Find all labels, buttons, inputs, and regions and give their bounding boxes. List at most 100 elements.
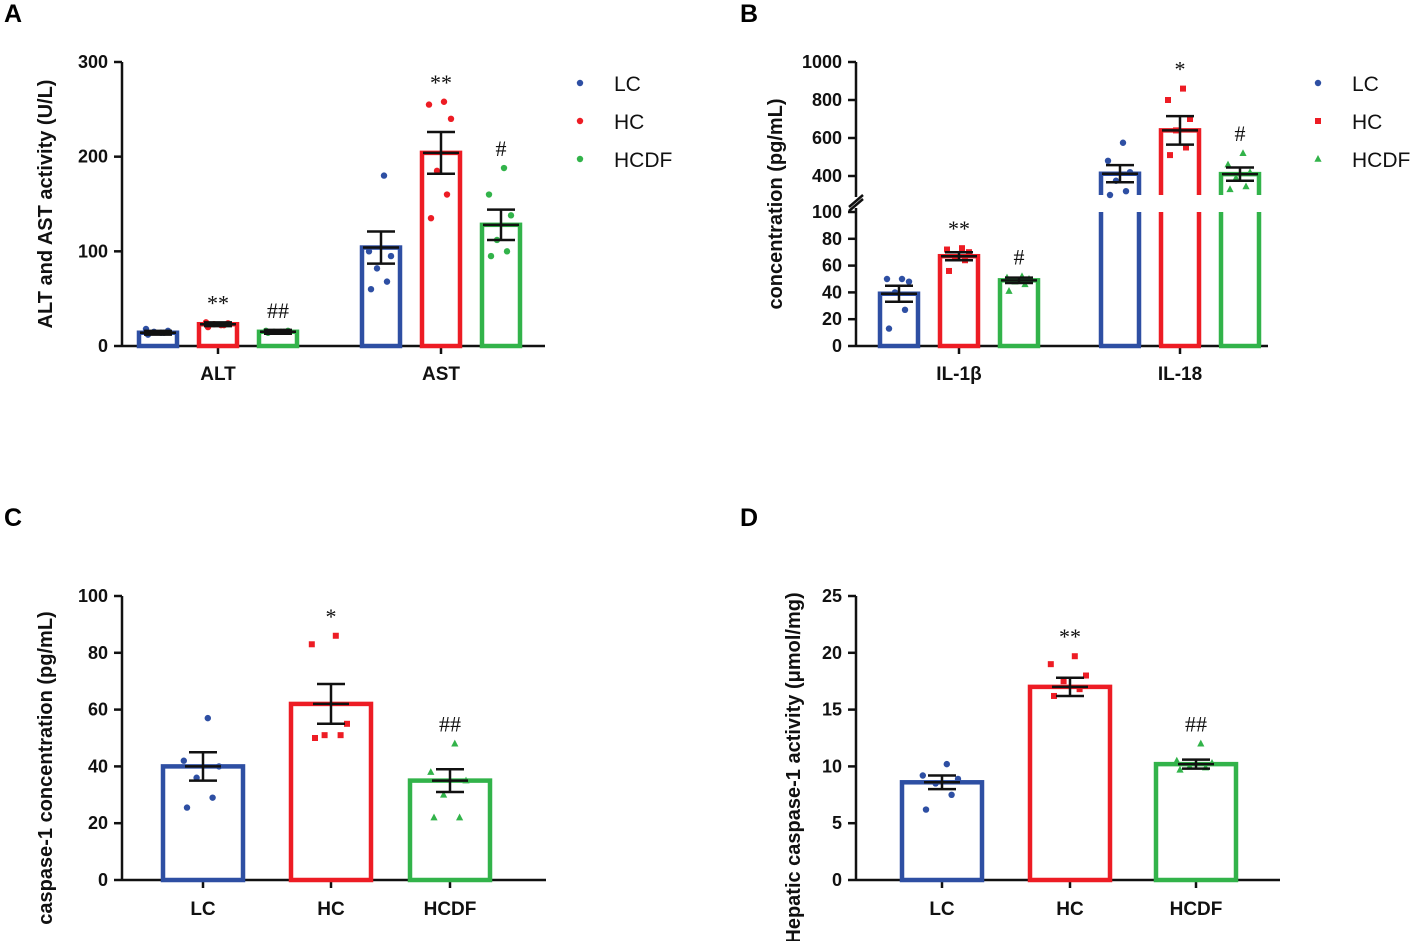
y-tick-label: 20 bbox=[822, 643, 842, 663]
y-tick-label: 15 bbox=[822, 700, 842, 720]
data-point bbox=[944, 246, 950, 253]
chart_data.0-legend-label-1: HC bbox=[614, 111, 644, 134]
data-point bbox=[443, 191, 451, 198]
data-point bbox=[312, 735, 318, 741]
data-point bbox=[427, 215, 435, 222]
y-tick-label: 25 bbox=[822, 586, 842, 606]
axis-break-mark bbox=[848, 198, 864, 212]
chart-panel-d: 0 5 10 15 20 25 Hepatic caspase-1 activity (μm… bbox=[783, 586, 1280, 941]
chart_data.0-legend-label-0: LC bbox=[614, 73, 641, 96]
data-point bbox=[1106, 191, 1114, 199]
data-point bbox=[308, 641, 315, 648]
data-point bbox=[1183, 144, 1189, 151]
significance-mark: ## bbox=[1185, 712, 1207, 737]
data-point bbox=[427, 768, 435, 775]
data-point bbox=[447, 115, 455, 123]
data-point bbox=[943, 760, 950, 768]
chart_data.1-legend-marker-1 bbox=[1315, 118, 1321, 124]
significance-mark: ** bbox=[948, 216, 970, 241]
data-point bbox=[337, 732, 344, 739]
y-tick-label: 80 bbox=[822, 229, 842, 249]
data-point bbox=[1232, 173, 1240, 181]
x-tick-label: AST bbox=[422, 364, 460, 385]
panel-label-b: B bbox=[740, 0, 758, 28]
data-point bbox=[373, 265, 381, 272]
x-tick-label: HC bbox=[1056, 899, 1084, 920]
data-point bbox=[383, 278, 391, 285]
data-point bbox=[425, 101, 433, 108]
x-tick-label: IL-1β bbox=[936, 364, 981, 385]
data-point bbox=[905, 278, 913, 285]
x-tick-label: IL-18 bbox=[1158, 364, 1202, 385]
data-point bbox=[321, 732, 328, 739]
data-point bbox=[919, 772, 926, 779]
significance-mark: ** bbox=[430, 70, 452, 95]
data-point bbox=[503, 248, 511, 255]
y-axis-label: concentration (pg/mL) bbox=[765, 98, 787, 309]
data-point bbox=[380, 172, 388, 179]
y-tick-label: 40 bbox=[88, 756, 108, 776]
data-point bbox=[332, 632, 339, 639]
y-tick-label: 40 bbox=[822, 282, 842, 302]
x-tick-label: HC bbox=[317, 899, 345, 920]
significance-mark: # bbox=[496, 136, 507, 161]
y-axis-label: ALT and AST activity (U/L) bbox=[35, 80, 57, 329]
data-point bbox=[1173, 756, 1181, 764]
y-tick-label: 0 bbox=[98, 870, 108, 890]
data-point bbox=[1122, 188, 1130, 195]
significance-mark: ## bbox=[267, 298, 289, 323]
bar-hcdf bbox=[407, 778, 493, 883]
data-point bbox=[946, 267, 952, 274]
chart_data.1-legend-label-1: HC bbox=[1352, 111, 1382, 134]
bar-hcdf bbox=[1153, 761, 1239, 883]
y-axis-label: caspase-1 concentration (pg/mL) bbox=[35, 611, 57, 924]
data-point bbox=[959, 245, 965, 252]
y-tick-label: 1000 bbox=[802, 52, 842, 72]
chart-panel-b: 0 20 40 60 80 100 400 600 800 1000 concentration (… bbox=[765, 52, 1410, 385]
data-point bbox=[440, 98, 448, 105]
chart_data.0-legend-label-2: HCDF bbox=[614, 149, 672, 172]
data-point bbox=[1104, 157, 1112, 164]
chart_data.0-legend-marker-2 bbox=[576, 155, 584, 163]
data-point bbox=[1060, 678, 1067, 685]
y-tick-label: 0 bbox=[832, 870, 842, 890]
y-tick-label: 0 bbox=[98, 336, 108, 356]
data-point bbox=[1167, 152, 1173, 159]
data-point bbox=[1180, 85, 1186, 92]
significance-mark: ## bbox=[439, 712, 461, 737]
data-point bbox=[485, 191, 493, 198]
y-tick-label: 800 bbox=[812, 90, 842, 110]
y-tick-label: 5 bbox=[832, 813, 842, 833]
chart_data.0-legend-marker-1 bbox=[576, 117, 584, 125]
data-point bbox=[883, 275, 891, 283]
data-point bbox=[1076, 686, 1083, 693]
significance-mark: * bbox=[1175, 57, 1186, 82]
data-point bbox=[451, 739, 459, 747]
data-point bbox=[1071, 653, 1078, 660]
x-tick-label: LC bbox=[929, 899, 955, 920]
bar-hc bbox=[1027, 684, 1113, 883]
data-point bbox=[440, 790, 448, 798]
y-tick-label: 600 bbox=[812, 128, 842, 148]
y-axis-label: Hepatic caspase-1 activity (μmol/mg) bbox=[783, 592, 805, 941]
data-point bbox=[1047, 661, 1054, 668]
data-point bbox=[1176, 765, 1184, 773]
y-tick-label: 100 bbox=[78, 241, 108, 261]
bar-hc-ast bbox=[419, 150, 463, 349]
data-point bbox=[430, 813, 438, 821]
chart_data.1-legend-marker-2 bbox=[1314, 155, 1322, 162]
bar-hc-alt bbox=[196, 321, 240, 349]
y-tick-label: 100 bbox=[812, 202, 842, 222]
data-point bbox=[1165, 97, 1171, 103]
panel-label-d: D bbox=[740, 504, 758, 532]
y-tick-label: 60 bbox=[88, 700, 108, 720]
y-tick-label: 100 bbox=[78, 586, 108, 606]
chart-panel-a: 0 100 200 300 ALT and AST activity (U/L) ALT *… bbox=[35, 52, 672, 385]
data-point bbox=[204, 714, 211, 722]
bar-hcdf-ast bbox=[479, 222, 523, 349]
data-point bbox=[456, 813, 464, 821]
chart_data.1-legend-marker-0 bbox=[1314, 79, 1322, 87]
data-point bbox=[898, 275, 906, 283]
y-tick-label: 0 bbox=[832, 336, 842, 356]
data-point bbox=[487, 252, 495, 260]
